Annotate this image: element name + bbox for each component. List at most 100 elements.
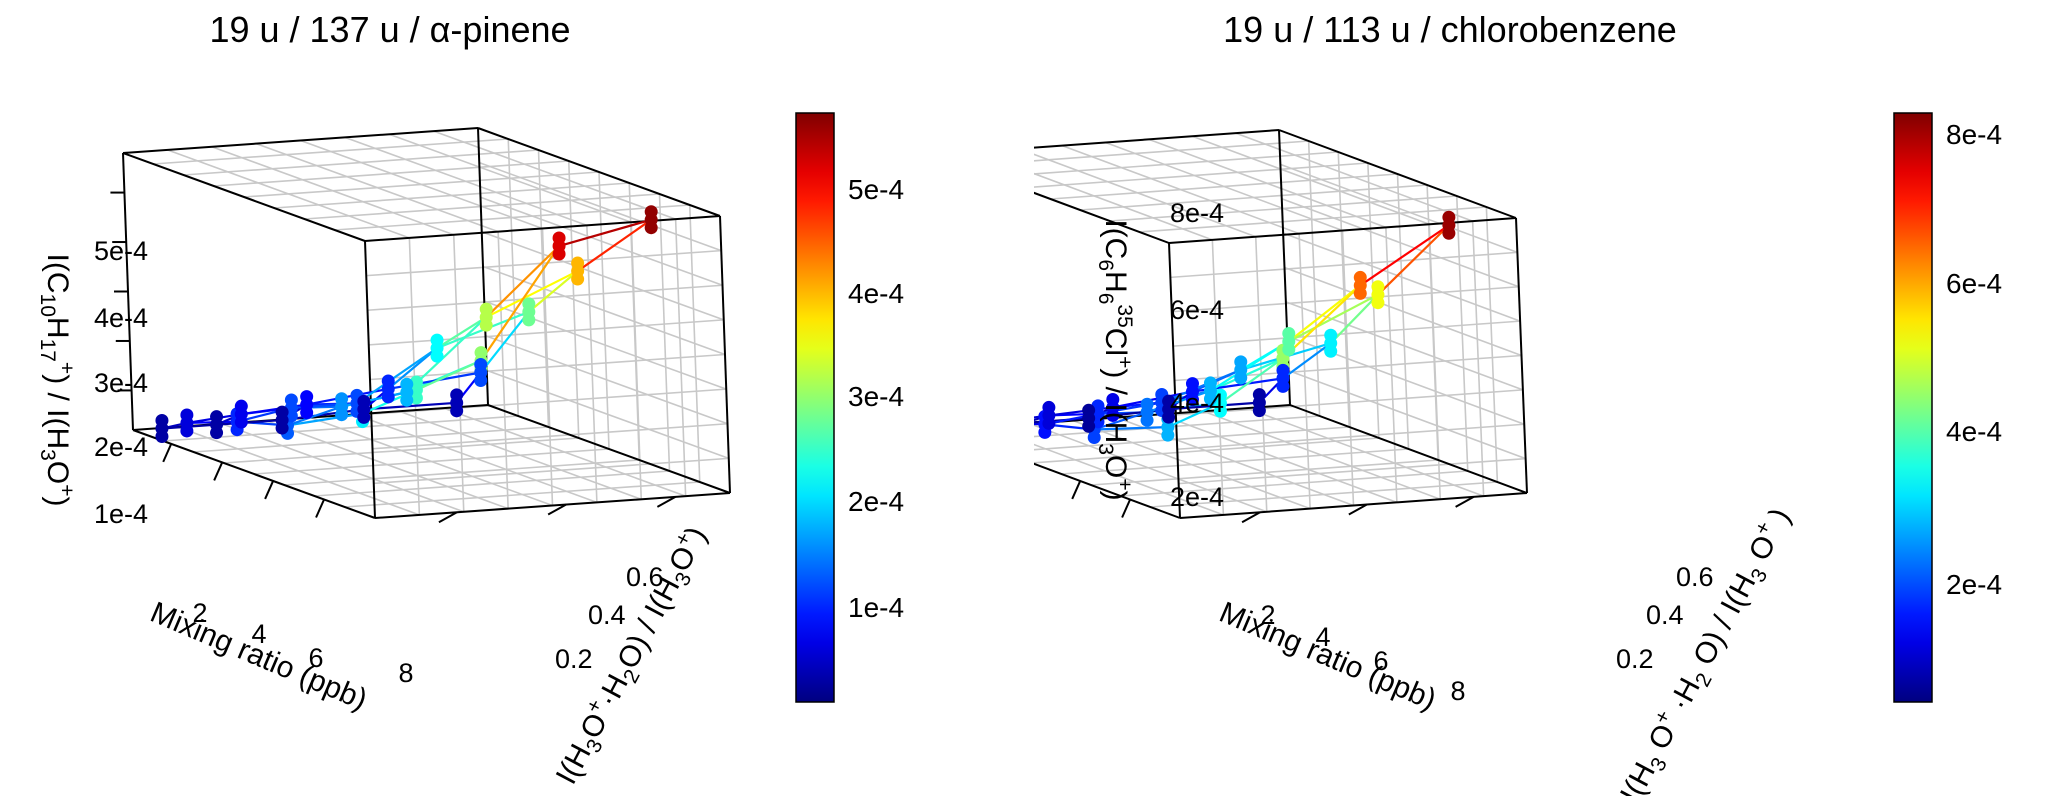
fit-line-segment (1093, 411, 1148, 431)
data-point (522, 313, 536, 327)
colorbar-tick-label: 5e-4 (848, 174, 904, 205)
chart-panel-chlorobenzene: 19 u / 113 u / chlorobenzene 2e-4 4e-4 6… (1034, 0, 2067, 796)
x-tick-label: 2 (192, 598, 207, 628)
data-point (474, 374, 488, 388)
grid-line (304, 193, 660, 220)
y-tick-label: 0.6 (626, 562, 664, 592)
fit-line-segment (480, 245, 560, 362)
grid-line (344, 136, 588, 227)
grid-line (284, 459, 640, 486)
grid-line (586, 225, 598, 503)
fit-line-segment (485, 270, 579, 319)
x-tick-label: 4 (251, 619, 266, 649)
x-tick-label: 8 (398, 658, 413, 688)
z-tick-label: 1e-4 (94, 499, 148, 529)
x-tick-label: 8 (1450, 676, 1465, 706)
axis-edge (1168, 242, 1181, 519)
z-axis-ticks: 1e-4 2e-4 3e-4 4e-4 5e-4 (94, 236, 148, 529)
axis-edge (1515, 217, 1528, 494)
axis-edge (477, 127, 721, 217)
data-point (1203, 392, 1217, 406)
chart-panel-alpha-pinene: 19 u / 137 u / α-pinene 1e-4 2e-4 3e-4 4… (0, 0, 1033, 796)
y-axis-ticks: 0.2 0.4 0.6 (555, 562, 664, 674)
chart-title: 19 u / 137 u / α-pinene (209, 9, 570, 50)
y-tick-mark (1455, 495, 1475, 508)
z-tick-label: 3e-4 (94, 368, 148, 398)
axis-edge (719, 215, 731, 494)
axis-edge (122, 127, 479, 154)
grid-line (1159, 413, 1398, 504)
y-tick-mark (656, 495, 676, 508)
x-tick-mark (162, 443, 173, 463)
data-point (1276, 379, 1290, 393)
z-tick-label: 8e-4 (1170, 198, 1224, 228)
z-tick-label: 4e-4 (1170, 388, 1224, 418)
grid-line (443, 407, 686, 497)
x-tick-mark (213, 462, 224, 481)
chart-svg-chlorobenzene: 19 u / 113 u / chlorobenzene 2e-4 4e-4 6… (1034, 9, 2002, 796)
axes-box (1034, 129, 1528, 524)
z-tick-label: 6e-4 (1170, 295, 1224, 325)
x-axis-label: Mixing ratio (ppb) (1215, 596, 1441, 717)
axes-box (110, 127, 731, 524)
grid-line (1173, 320, 1521, 347)
grid-line (1455, 195, 1469, 472)
axis-edge (1278, 129, 1517, 219)
data-point (1042, 416, 1056, 430)
colorbar: 2e-4 4e-4 6e-4 8e-4 (1893, 112, 2002, 703)
fit-line-segment (479, 311, 530, 374)
y-tick-mark (438, 511, 458, 524)
y-tick-mark (547, 503, 567, 516)
data-point (1353, 286, 1367, 300)
data-point (1087, 430, 1101, 444)
data-point (1213, 404, 1227, 418)
x-tick-label: 2 (1260, 600, 1275, 630)
grid-line (1105, 141, 1343, 232)
z-axis-label: I(C10H17+) / I(H3O+) (36, 254, 78, 507)
y-tick-label: 0.2 (555, 644, 593, 674)
grid-line (344, 481, 700, 508)
colorbar-tick-label: 8e-4 (1946, 119, 2002, 150)
fit-line-segment (1282, 284, 1362, 360)
colorbar: 1e-4 2e-4 3e-4 4e-4 5e-4 (795, 112, 904, 703)
fit-line-segment (1219, 357, 1284, 405)
data-point (1442, 226, 1456, 240)
y-tick-mark (1348, 503, 1368, 516)
fit-line-segment (1161, 368, 1242, 404)
data-point (1162, 410, 1176, 424)
x-tick-label: 6 (308, 643, 323, 673)
grid-line (1385, 227, 1398, 503)
axis-edge (1179, 492, 1528, 519)
chart-title: 19 u / 113 u / chlorobenzene (1223, 9, 1677, 50)
data-point (275, 421, 289, 435)
grid-line (630, 222, 643, 500)
colorbar-tick-label: 6e-4 (1946, 268, 2002, 299)
axis-edge (487, 404, 731, 494)
axis-edge (364, 240, 376, 519)
x-tick-label: 6 (1373, 646, 1388, 676)
grid-line (1284, 266, 1522, 357)
data-point (1282, 342, 1296, 356)
fit-line-segment (356, 347, 438, 405)
colorbar-gradient (795, 112, 835, 703)
grid-line (481, 231, 725, 321)
grid-line (1091, 459, 1439, 486)
data-point (300, 406, 314, 420)
fit-line-segment (1288, 293, 1379, 343)
grid-line (482, 265, 726, 356)
grid-line (1202, 410, 1441, 500)
z-tick-label: 2e-4 (94, 432, 148, 462)
x-axis-ticks: 2 4 6 8 (1260, 600, 1465, 706)
data-point (1140, 413, 1154, 427)
data-point (381, 390, 395, 404)
colorbar-gradient (1893, 112, 1933, 703)
fit-line-segment (1359, 224, 1450, 287)
fit-line-segment (1282, 342, 1332, 380)
grid-line (1170, 251, 1518, 279)
data-points (155, 205, 658, 444)
fit-line-segment (576, 218, 652, 272)
axis-edge (364, 215, 721, 242)
colorbar-tick-label: 2e-4 (848, 486, 904, 517)
y-axis-ticks: 0.2 0.4 0.6 (1616, 562, 1714, 674)
data-point (335, 408, 349, 422)
